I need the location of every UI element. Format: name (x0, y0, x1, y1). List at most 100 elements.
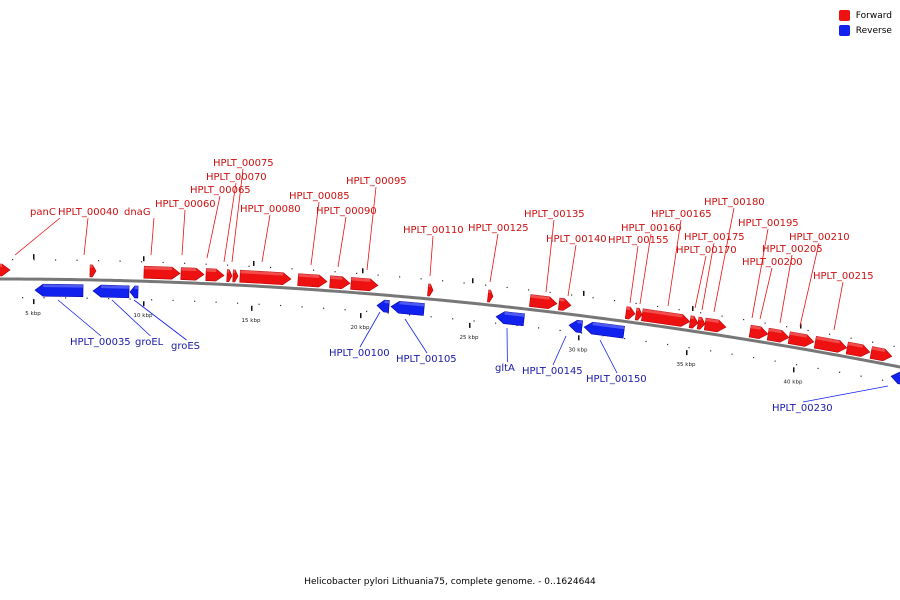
forward-gene-label: HPLT_00175 (684, 232, 745, 243)
forward-leader (366, 186, 377, 271)
tick-dot-bottom (667, 343, 669, 346)
reverse-gene-label: HPLT_00105 (396, 354, 457, 365)
tick-dot-top (248, 265, 250, 267)
tick-dot-top (743, 318, 745, 321)
tick-dot-bottom (495, 322, 497, 324)
reverse-gene-label: HPLT_00035 (70, 337, 131, 348)
tick-dot-bottom (129, 298, 131, 300)
reverse-gene (890, 371, 900, 386)
forward-leader (567, 244, 577, 297)
forward-leader (545, 219, 555, 293)
reverse-gene-label: HPLT_00145 (522, 366, 583, 377)
reverse-gene-label: groEL (135, 337, 164, 348)
reverse-gene-label: HPLT_00230 (772, 403, 833, 414)
forward-gene (641, 308, 691, 327)
major-tick-bottom (469, 322, 471, 328)
forward-gene-label: HPLT_00180 (704, 197, 765, 208)
forward-leader (799, 242, 820, 327)
scale-label: 20 kbp (351, 325, 370, 331)
forward-gene (205, 268, 225, 282)
forward-gene-label: HPLT_00040 (58, 207, 119, 218)
major-tick-top (583, 290, 585, 296)
tick-dot-top (119, 260, 121, 262)
forward-gene (529, 294, 558, 310)
major-tick-bottom (360, 313, 362, 319)
forward-gene-label: HPLT_00060 (155, 199, 216, 210)
tick-dot-bottom (731, 353, 733, 355)
forward-leader (14, 217, 61, 256)
scale-label: 30 kbp (569, 347, 588, 353)
legend: Forward Reverse (838, 8, 892, 38)
forward-gene (180, 267, 205, 281)
forward-gene-label: HPLT_00155 (608, 235, 669, 246)
tick-dot-bottom (882, 379, 884, 381)
major-tick-top (472, 278, 474, 284)
tick-dot-bottom (108, 298, 110, 300)
reverse-leader (404, 318, 428, 354)
forward-leader (261, 214, 271, 263)
scale-label: 35 kbp (677, 362, 696, 368)
tick-dot-top (786, 326, 788, 328)
major-tick-top (143, 256, 145, 262)
tick-dot-bottom (22, 297, 24, 299)
tick-dot-bottom (645, 340, 647, 343)
tick-dot-top (227, 264, 229, 266)
tick-dot-bottom (366, 310, 368, 312)
forward-gene (143, 265, 181, 280)
forward-gene-label: HPLT_00095 (346, 176, 407, 187)
reverse-gene (583, 321, 625, 339)
forward-leader (629, 245, 639, 304)
forward-gene (0, 263, 11, 277)
forward-leader (751, 228, 769, 319)
tick-dot-top (850, 337, 852, 339)
forward-leader (779, 254, 793, 324)
forward-gene (787, 331, 815, 347)
tick-dot-bottom (516, 324, 518, 327)
forward-leader (667, 219, 682, 307)
tick-dot-bottom (688, 347, 690, 349)
reverse-leader (133, 299, 187, 341)
tick-dot-top (807, 329, 809, 332)
forward-gene-label: HPLT_00170 (676, 245, 737, 256)
major-tick-bottom (793, 367, 795, 373)
reverse-gene (129, 285, 139, 299)
tick-dot-bottom (452, 318, 454, 320)
tick-dot-bottom (430, 316, 432, 318)
forward-gene (297, 273, 328, 288)
forward-gene-label: HPLT_00135 (524, 209, 585, 220)
tick-dot-bottom (280, 304, 282, 307)
forward-leader (206, 195, 221, 259)
tick-dot-top (657, 305, 659, 308)
forward-gene-label: HPLT_00200 (742, 257, 803, 268)
legend-forward-label: Forward (855, 10, 892, 21)
tick-dot-top (313, 269, 315, 271)
tick-dot-top (700, 312, 702, 314)
tick-dot-top (141, 261, 143, 263)
reverse-gene (376, 299, 390, 313)
tick-dot-top (399, 276, 401, 278)
tick-dot-top (205, 263, 207, 265)
forward-leader (337, 216, 347, 268)
tick-dot-top (291, 268, 293, 270)
forward-gene-label: HPLT_00110 (403, 225, 464, 236)
forward-gene (89, 264, 97, 278)
tick-dot-bottom (581, 332, 583, 334)
tick-dot-top (614, 299, 616, 302)
tick-dot-bottom (387, 312, 389, 314)
genome-caption: Helicobacter pylori Lithuania75, complet… (304, 577, 596, 587)
tick-dot-top (356, 272, 358, 274)
tick-dot-top (420, 278, 422, 280)
forward-gene (557, 297, 572, 311)
tick-dot-top (98, 260, 100, 262)
scale-label: 15 kbp (242, 318, 261, 324)
tick-dot-top (12, 259, 14, 261)
tick-dot-top (334, 271, 336, 273)
tick-dot-top (33, 259, 35, 261)
tick-dot-top (76, 259, 78, 261)
tick-dot-bottom (839, 371, 841, 373)
forward-leader (833, 281, 844, 331)
tick-dot-bottom (194, 300, 196, 302)
reverse-swatch (838, 25, 850, 36)
major-tick-top (692, 306, 694, 312)
